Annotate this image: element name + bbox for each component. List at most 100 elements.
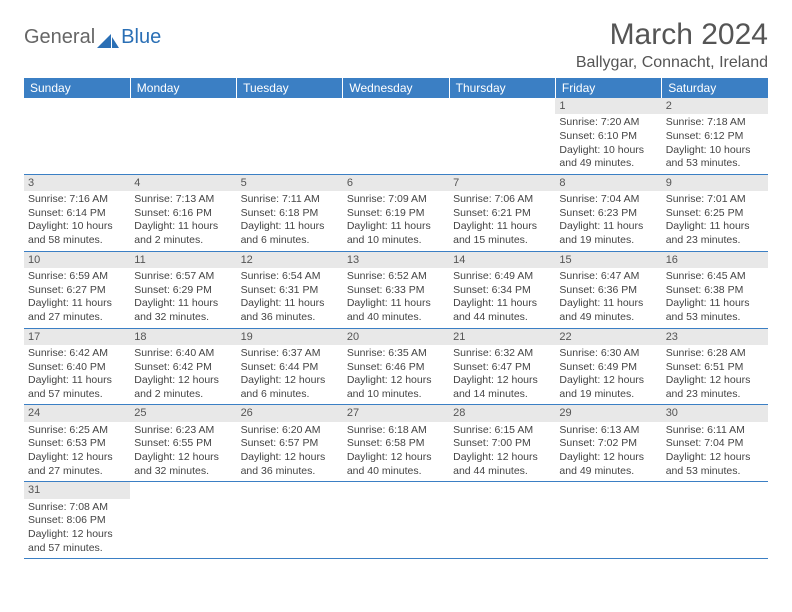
daylight-text: and 19 minutes. [559, 234, 657, 248]
calendar-day-cell: 12Sunrise: 6:54 AMSunset: 6:31 PMDayligh… [237, 251, 343, 328]
day-number: 27 [343, 405, 449, 421]
daylight-text: and 23 minutes. [666, 234, 764, 248]
sunset-text: Sunset: 6:19 PM [347, 207, 445, 221]
daylight-text: Daylight: 12 hours [666, 374, 764, 388]
sunset-text: Sunset: 6:46 PM [347, 361, 445, 375]
sunset-text: Sunset: 6:18 PM [241, 207, 339, 221]
calendar-day-cell: 17 Sunrise: 6:42 AMSunset: 6:40 PMDayligh… [24, 328, 130, 405]
day-number: 17 [24, 329, 130, 345]
weekday-header-row: Sunday Monday Tuesday Wednesday Thursday… [24, 78, 768, 98]
calendar-day-cell: 23Sunrise: 6:28 AMSunset: 6:51 PMDayligh… [662, 328, 768, 405]
day-number: 20 [343, 329, 449, 345]
calendar-day-cell [555, 482, 661, 559]
day-number: 1 [555, 98, 661, 114]
daylight-text: and 14 minutes. [453, 388, 551, 402]
daylight-text: Daylight: 12 hours [241, 374, 339, 388]
calendar-day-cell: 26Sunrise: 6:20 AMSunset: 6:57 PMDayligh… [237, 405, 343, 482]
daylight-text: and 10 minutes. [347, 234, 445, 248]
daylight-text: Daylight: 10 hours [666, 144, 764, 158]
sunset-text: Sunset: 6:27 PM [28, 284, 126, 298]
day-number: 9 [662, 175, 768, 191]
calendar-week-row: 3Sunrise: 7:16 AMSunset: 6:14 PMDaylight… [24, 174, 768, 251]
daylight-text: and 36 minutes. [241, 465, 339, 479]
sunset-text: Sunset: 6:49 PM [559, 361, 657, 375]
calendar-day-cell: 11Sunrise: 6:57 AMSunset: 6:29 PMDayligh… [130, 251, 236, 328]
sunset-text: Sunset: 7:04 PM [666, 437, 764, 451]
sunset-text: Sunset: 6:53 PM [28, 437, 126, 451]
daylight-text: Daylight: 12 hours [134, 451, 232, 465]
sunrise-text: Sunrise: 7:16 AM [28, 193, 126, 207]
sunset-text: Sunset: 6:47 PM [453, 361, 551, 375]
sunrise-text: Sunrise: 6:37 AM [241, 347, 339, 361]
sunset-text: Sunset: 6:23 PM [559, 207, 657, 221]
sunrise-text: Sunrise: 6:57 AM [134, 270, 232, 284]
day-number: 12 [237, 252, 343, 268]
weekday-header: Friday [555, 78, 661, 98]
daylight-text: Daylight: 12 hours [347, 374, 445, 388]
daylight-text: and 36 minutes. [241, 311, 339, 325]
sunset-text: Sunset: 6:44 PM [241, 361, 339, 375]
sunrise-text: Sunrise: 6:52 AM [347, 270, 445, 284]
daylight-text: and 57 minutes. [28, 388, 126, 402]
calendar-week-row: 10Sunrise: 6:59 AMSunset: 6:27 PMDayligh… [24, 251, 768, 328]
calendar-day-cell [662, 482, 768, 559]
sunrise-text: Sunrise: 6:15 AM [453, 424, 551, 438]
calendar-day-cell [343, 482, 449, 559]
day-number: 19 [237, 329, 343, 345]
calendar-day-cell: 15Sunrise: 6:47 AMSunset: 6:36 PMDayligh… [555, 251, 661, 328]
sunset-text: Sunset: 6:38 PM [666, 284, 764, 298]
sunset-text: Sunset: 6:57 PM [241, 437, 339, 451]
day-number: 4 [130, 175, 236, 191]
daylight-text: and 58 minutes. [28, 234, 126, 248]
sunrise-text: Sunrise: 6:49 AM [453, 270, 551, 284]
daylight-text: and 32 minutes. [134, 311, 232, 325]
weekday-header: Sunday [24, 78, 130, 98]
daylight-text: Daylight: 12 hours [347, 451, 445, 465]
day-number: 21 [449, 329, 555, 345]
sunset-text: Sunset: 6:42 PM [134, 361, 232, 375]
calendar-day-cell: 8Sunrise: 7:04 AMSunset: 6:23 PMDaylight… [555, 174, 661, 251]
sunset-text: Sunset: 6:40 PM [28, 361, 126, 375]
daylight-text: Daylight: 12 hours [28, 528, 126, 542]
calendar-day-cell: 29Sunrise: 6:13 AMSunset: 7:02 PMDayligh… [555, 405, 661, 482]
month-title: March 2024 [576, 18, 768, 52]
sunrise-text: Sunrise: 6:54 AM [241, 270, 339, 284]
sunset-text: Sunset: 6:14 PM [28, 207, 126, 221]
daylight-text: and 49 minutes. [559, 465, 657, 479]
calendar-week-row: 24Sunrise: 6:25 AMSunset: 6:53 PMDayligh… [24, 405, 768, 482]
daylight-text: and 2 minutes. [134, 234, 232, 248]
sunrise-text: Sunrise: 7:13 AM [134, 193, 232, 207]
sunrise-text: Sunrise: 6:30 AM [559, 347, 657, 361]
sunrise-text: Sunrise: 6:45 AM [666, 270, 764, 284]
calendar-day-cell [449, 482, 555, 559]
daylight-text: Daylight: 10 hours [28, 220, 126, 234]
sunset-text: Sunset: 6:29 PM [134, 284, 232, 298]
daylight-text: Daylight: 11 hours [559, 297, 657, 311]
day-number: 29 [555, 405, 661, 421]
weekday-header: Monday [130, 78, 236, 98]
calendar-day-cell: 14Sunrise: 6:49 AMSunset: 6:34 PMDayligh… [449, 251, 555, 328]
daylight-text: Daylight: 12 hours [134, 374, 232, 388]
day-number: 7 [449, 175, 555, 191]
sunrise-text: Sunrise: 7:01 AM [666, 193, 764, 207]
daylight-text: and 40 minutes. [347, 311, 445, 325]
day-number: 18 [130, 329, 236, 345]
daylight-text: Daylight: 12 hours [453, 374, 551, 388]
calendar-day-cell: 13Sunrise: 6:52 AMSunset: 6:33 PMDayligh… [343, 251, 449, 328]
daylight-text: Daylight: 11 hours [28, 374, 126, 388]
logo: General Blue [24, 18, 161, 49]
sunrise-text: Sunrise: 6:42 AM [28, 347, 126, 361]
calendar-day-cell: 25Sunrise: 6:23 AMSunset: 6:55 PMDayligh… [130, 405, 236, 482]
sunrise-text: Sunrise: 6:20 AM [241, 424, 339, 438]
calendar-table: Sunday Monday Tuesday Wednesday Thursday… [24, 78, 768, 559]
daylight-text: and 44 minutes. [453, 311, 551, 325]
sunrise-text: Sunrise: 7:18 AM [666, 116, 764, 130]
sunset-text: Sunset: 7:00 PM [453, 437, 551, 451]
calendar-day-cell: 20Sunrise: 6:35 AMSunset: 6:46 PMDayligh… [343, 328, 449, 405]
calendar-day-cell: 6Sunrise: 7:09 AMSunset: 6:19 PMDaylight… [343, 174, 449, 251]
sunset-text: Sunset: 6:36 PM [559, 284, 657, 298]
daylight-text: Daylight: 11 hours [347, 297, 445, 311]
sunrise-text: Sunrise: 7:08 AM [28, 501, 126, 515]
sunrise-text: Sunrise: 7:06 AM [453, 193, 551, 207]
calendar-week-row: 1Sunrise: 7:20 AMSunset: 6:10 PMDaylight… [24, 98, 768, 174]
